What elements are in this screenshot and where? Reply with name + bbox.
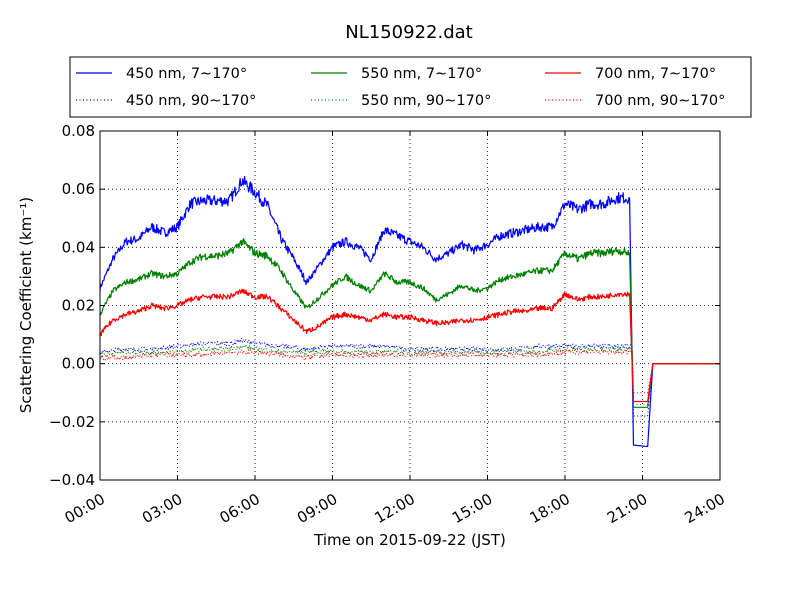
legend: 450 nm, 7∼170° 450 nm, 90∼170° 550 nm, 7∼1… [69,56,752,118]
series-lines [99,175,720,448]
series-line-2 [99,237,720,408]
y-tick-label: 0.08 [62,122,95,140]
series-line-4 [99,288,720,403]
y-tick-label: 0.02 [62,297,95,315]
chart-title: NL150922.dat [345,22,472,43]
y-tick-label: 0.04 [62,238,95,256]
y-tick-label: −0.04 [49,471,95,489]
series-line-1 [99,337,720,417]
y-tick-label: 0.06 [62,180,95,198]
series-line-3 [99,344,720,405]
legend-label-0: 450 nm, 7∼170° [126,66,247,82]
series-line-5 [99,349,720,394]
legend-label-5: 700 nm, 90∼170° [595,93,725,109]
y-tick-label: 0.00 [62,355,95,373]
y-axis-label: Scattering Coefficient (km⁻¹) [17,197,35,413]
legend-label-1: 450 nm, 90∼170° [126,93,256,109]
axis-ticks [99,130,721,481]
legend-frame [69,56,752,118]
y-tick-label: −0.02 [49,413,95,431]
grid-lines [100,131,720,480]
legend-label-4: 700 nm, 7∼170° [595,66,716,82]
x-axis-label: Time on 2015-09-22 (JST) [313,531,506,549]
legend-label-2: 550 nm, 7∼170° [361,66,482,82]
y-tick-labels: −0.04 −0.02 0.00 0.02 0.04 0.06 0.08 [49,122,95,489]
series-line-0 [99,175,720,448]
legend-label-3: 550 nm, 90∼170° [361,93,491,109]
